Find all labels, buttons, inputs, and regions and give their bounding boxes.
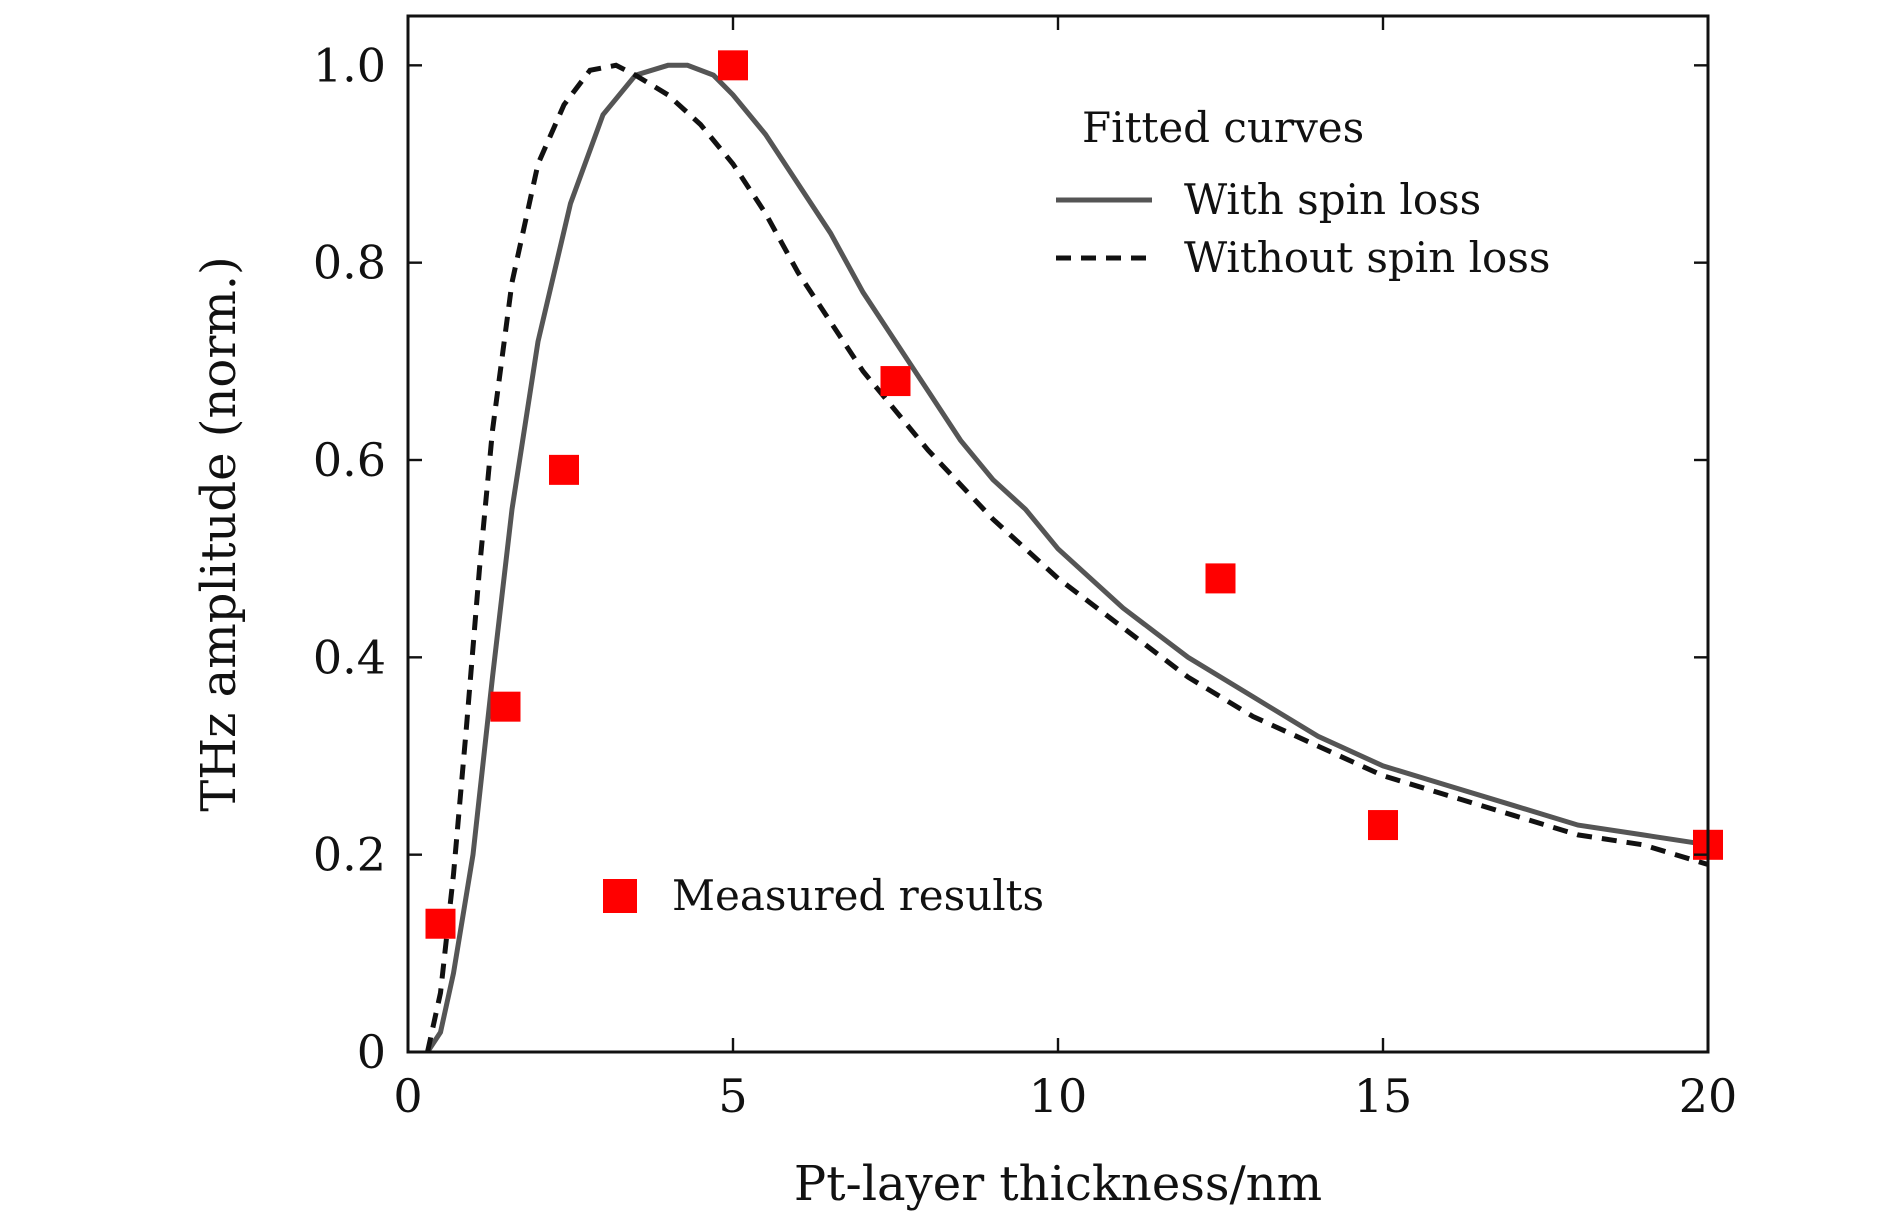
measured-point: [1205, 563, 1236, 594]
x-tick-label: 15: [1354, 1069, 1413, 1123]
x-tick-label: 5: [718, 1069, 747, 1123]
y-tick-label: 1.0: [313, 38, 386, 92]
measured-point: [425, 908, 456, 939]
y-tick-label: 0.4: [313, 630, 386, 684]
y-tick-label: 0.2: [313, 828, 386, 882]
x-tick-label: 0: [393, 1069, 422, 1123]
measured-point: [880, 366, 911, 397]
y-tick-label: 0.6: [313, 433, 386, 487]
scatter-legend-marker: [603, 879, 637, 913]
y-tick-label: 0.8: [313, 236, 386, 290]
x-axis: 0 5 10 15 20: [393, 16, 1737, 1123]
scatter-legend-label: Measured results: [672, 871, 1044, 920]
x-axis-label: Pt-layer thickness/nm: [794, 1156, 1322, 1212]
x-tick-label: 10: [1029, 1069, 1088, 1123]
scatter-legend: Measured results: [603, 871, 1044, 920]
legend-title: Fitted curves: [1082, 103, 1364, 152]
legend: Fitted curves With spin loss Without spi…: [1056, 103, 1550, 282]
y-axis-label: THz amplitude (norm.): [191, 256, 247, 812]
measured-point: [718, 50, 748, 81]
y-axis: 0 0.2 0.4 0.6 0.8 1.0: [313, 38, 1708, 1079]
legend-entry-with-spin-loss: With spin loss: [1184, 175, 1481, 224]
legend-entry-without-spin-loss: Without spin loss: [1184, 233, 1550, 282]
measured-point: [490, 691, 521, 722]
curve-with-spin-loss: [425, 62, 1709, 1054]
y-tick-label: 0: [357, 1025, 386, 1079]
measured-point: [1368, 810, 1398, 841]
curve-without-spin-loss: [425, 62, 1709, 1053]
measured-point: [549, 454, 579, 485]
x-tick-label: 20: [1679, 1069, 1738, 1123]
